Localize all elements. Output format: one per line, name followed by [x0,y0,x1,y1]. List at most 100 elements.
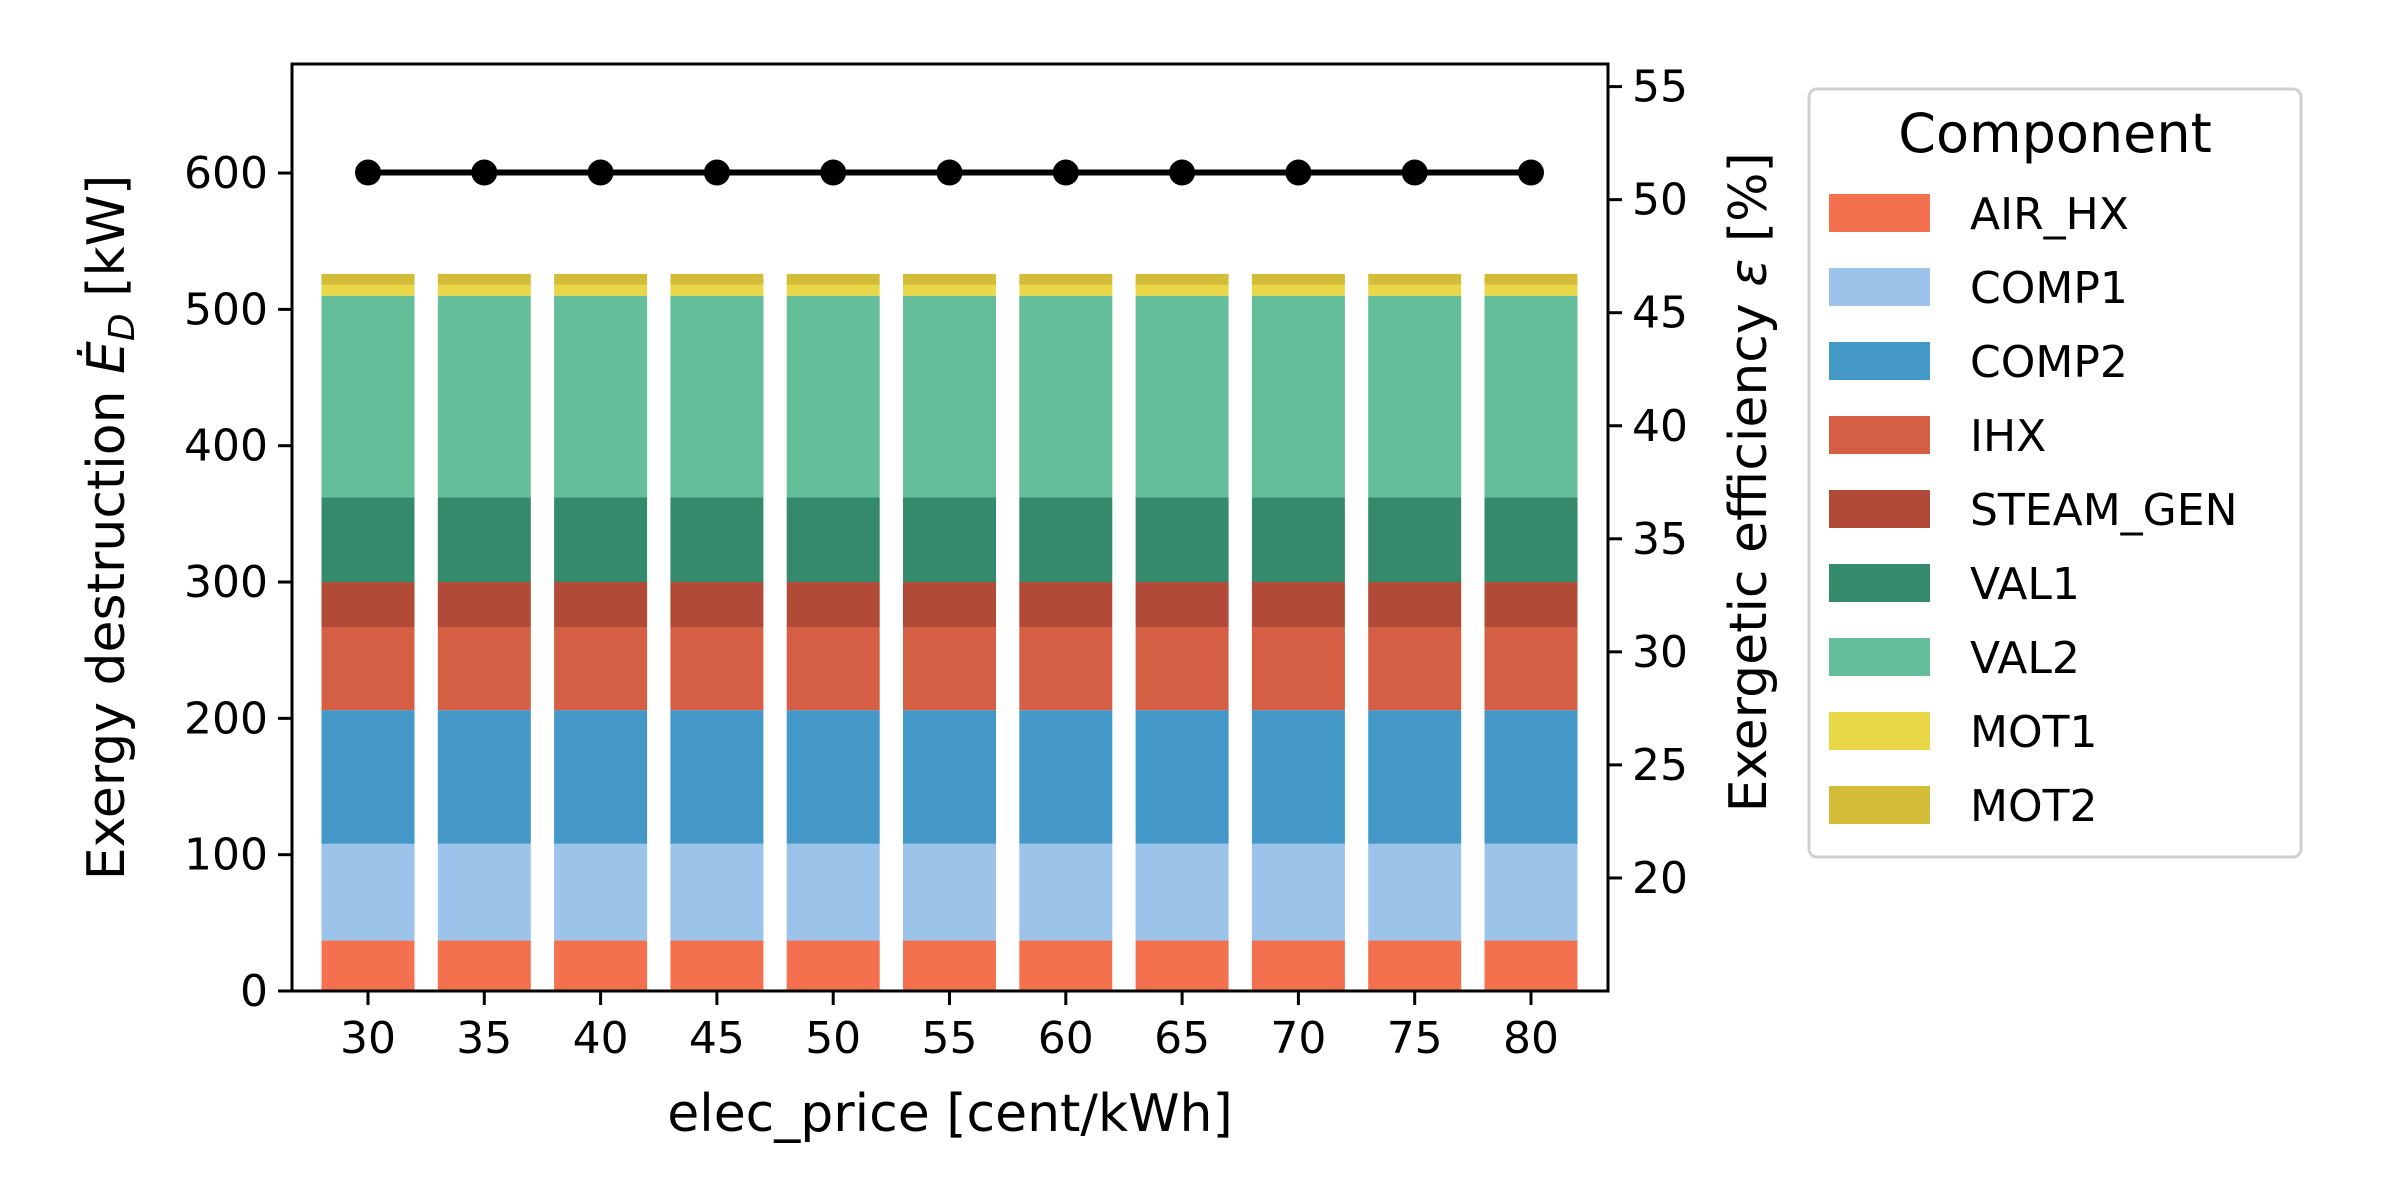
bar-comp1-50 [786,843,880,941]
x-tick-label: 70 [1270,1013,1326,1064]
bar-air-hx-70 [1251,940,1345,991]
efficiency-point-40 [587,159,614,186]
left-tick-label: 600 [184,148,268,199]
bar-val1-35 [437,497,531,583]
bar-val2-45 [670,295,764,498]
bar-mot1-60 [1019,284,1113,296]
bar-val1-45 [670,497,764,583]
x-tick-label: 80 [1503,1013,1559,1064]
efficiency-point-45 [703,159,730,186]
bar-steam-gen-55 [903,582,996,628]
x-tick-label: 75 [1387,1013,1443,1064]
bar-val2-30 [321,295,415,498]
bar-val2-35 [437,295,531,498]
bar-ihx-80 [1484,627,1578,711]
bar-mot1-35 [437,284,531,296]
bar-comp1-80 [1484,843,1578,941]
bar-ihx-30 [321,627,415,711]
bar-val1-50 [786,497,880,583]
x-tick-label: 35 [456,1013,512,1064]
efficiency-point-50 [820,159,847,186]
bar-val2-75 [1368,295,1462,498]
bar-mot1-70 [1251,284,1345,296]
bar-val1-55 [903,497,996,583]
bar-steam-gen-65 [1135,582,1229,628]
right-tick-label: 35 [1632,514,1688,565]
x-tick-label: 55 [922,1013,978,1064]
bar-air-hx-55 [903,940,996,991]
bar-val2-80 [1484,295,1578,498]
bar-mot1-50 [786,284,880,296]
legend-swatch-val2 [1829,638,1930,676]
bar-ihx-40 [554,627,648,711]
bar-ihx-55 [903,627,996,711]
bar-comp2-45 [670,710,764,844]
efficiency-point-60 [1052,159,1079,186]
legend-label-comp2: COMP2 [1970,337,2128,388]
bar-comp2-80 [1484,710,1578,844]
legend-label-mot1: MOT1 [1970,707,2097,758]
right-tick-label: 25 [1632,740,1688,791]
bar-val1-75 [1368,497,1462,583]
bar-comp1-30 [321,843,415,941]
bar-steam-gen-60 [1019,582,1113,628]
bar-mot2-35 [437,273,531,285]
bar-mot2-70 [1251,273,1345,285]
bar-ihx-75 [1368,627,1462,711]
bar-steam-gen-80 [1484,582,1578,628]
bar-air-hx-35 [437,940,531,991]
bar-mot2-30 [321,273,415,285]
left-tick-label: 200 [184,693,268,744]
x-tick-label: 30 [340,1013,396,1064]
bar-comp1-40 [554,843,648,941]
bar-air-hx-45 [670,940,764,991]
left-tick-label: 400 [184,421,268,472]
bar-val2-65 [1135,295,1229,498]
bar-air-hx-65 [1135,940,1229,991]
bar-steam-gen-75 [1368,582,1462,628]
legend-swatch-mot2 [1829,786,1930,824]
right-tick-label: 40 [1632,401,1688,452]
bar-mot1-55 [903,284,996,296]
bar-air-hx-75 [1368,940,1462,991]
efficiency-point-55 [936,159,963,186]
bar-val2-55 [903,295,996,498]
left-tick-label: 300 [184,557,268,608]
bar-comp2-50 [786,710,880,844]
bar-val1-70 [1251,497,1345,583]
legend-label-comp1: COMP1 [1970,263,2128,314]
bar-mot2-45 [670,273,764,285]
bar-ihx-70 [1251,627,1345,711]
bar-mot1-80 [1484,284,1578,296]
efficiency-point-75 [1401,159,1428,186]
bar-comp1-55 [903,843,996,941]
bar-mot1-45 [670,284,764,296]
efficiency-point-65 [1169,159,1196,186]
bar-val2-50 [786,295,880,498]
bar-steam-gen-45 [670,582,764,628]
bar-mot2-50 [786,273,880,285]
bar-steam-gen-30 [321,582,415,628]
bar-comp2-70 [1251,710,1345,844]
bar-air-hx-80 [1484,940,1578,991]
bar-comp1-35 [437,843,531,941]
bar-comp2-40 [554,710,648,844]
legend-title: Component [1898,102,2212,165]
x-tick-label: 50 [805,1013,861,1064]
legend-label-steam-gen: STEAM_GEN [1970,485,2237,536]
bar-comp2-65 [1135,710,1229,844]
left-axis-title: Exergy destruction ĖD [kW] [76,175,143,881]
right-tick-label: 30 [1632,627,1688,678]
right-tick-label: 45 [1632,288,1688,339]
bar-val1-40 [554,497,648,583]
legend-swatch-steam-gen [1829,490,1930,528]
bar-mot1-65 [1135,284,1229,296]
legend-label-val1: VAL1 [1970,559,2080,610]
bar-mot1-75 [1368,284,1462,296]
bar-comp1-70 [1251,843,1345,941]
bar-comp2-60 [1019,710,1113,844]
left-tick-label: 100 [184,830,268,881]
bar-mot2-60 [1019,273,1113,285]
